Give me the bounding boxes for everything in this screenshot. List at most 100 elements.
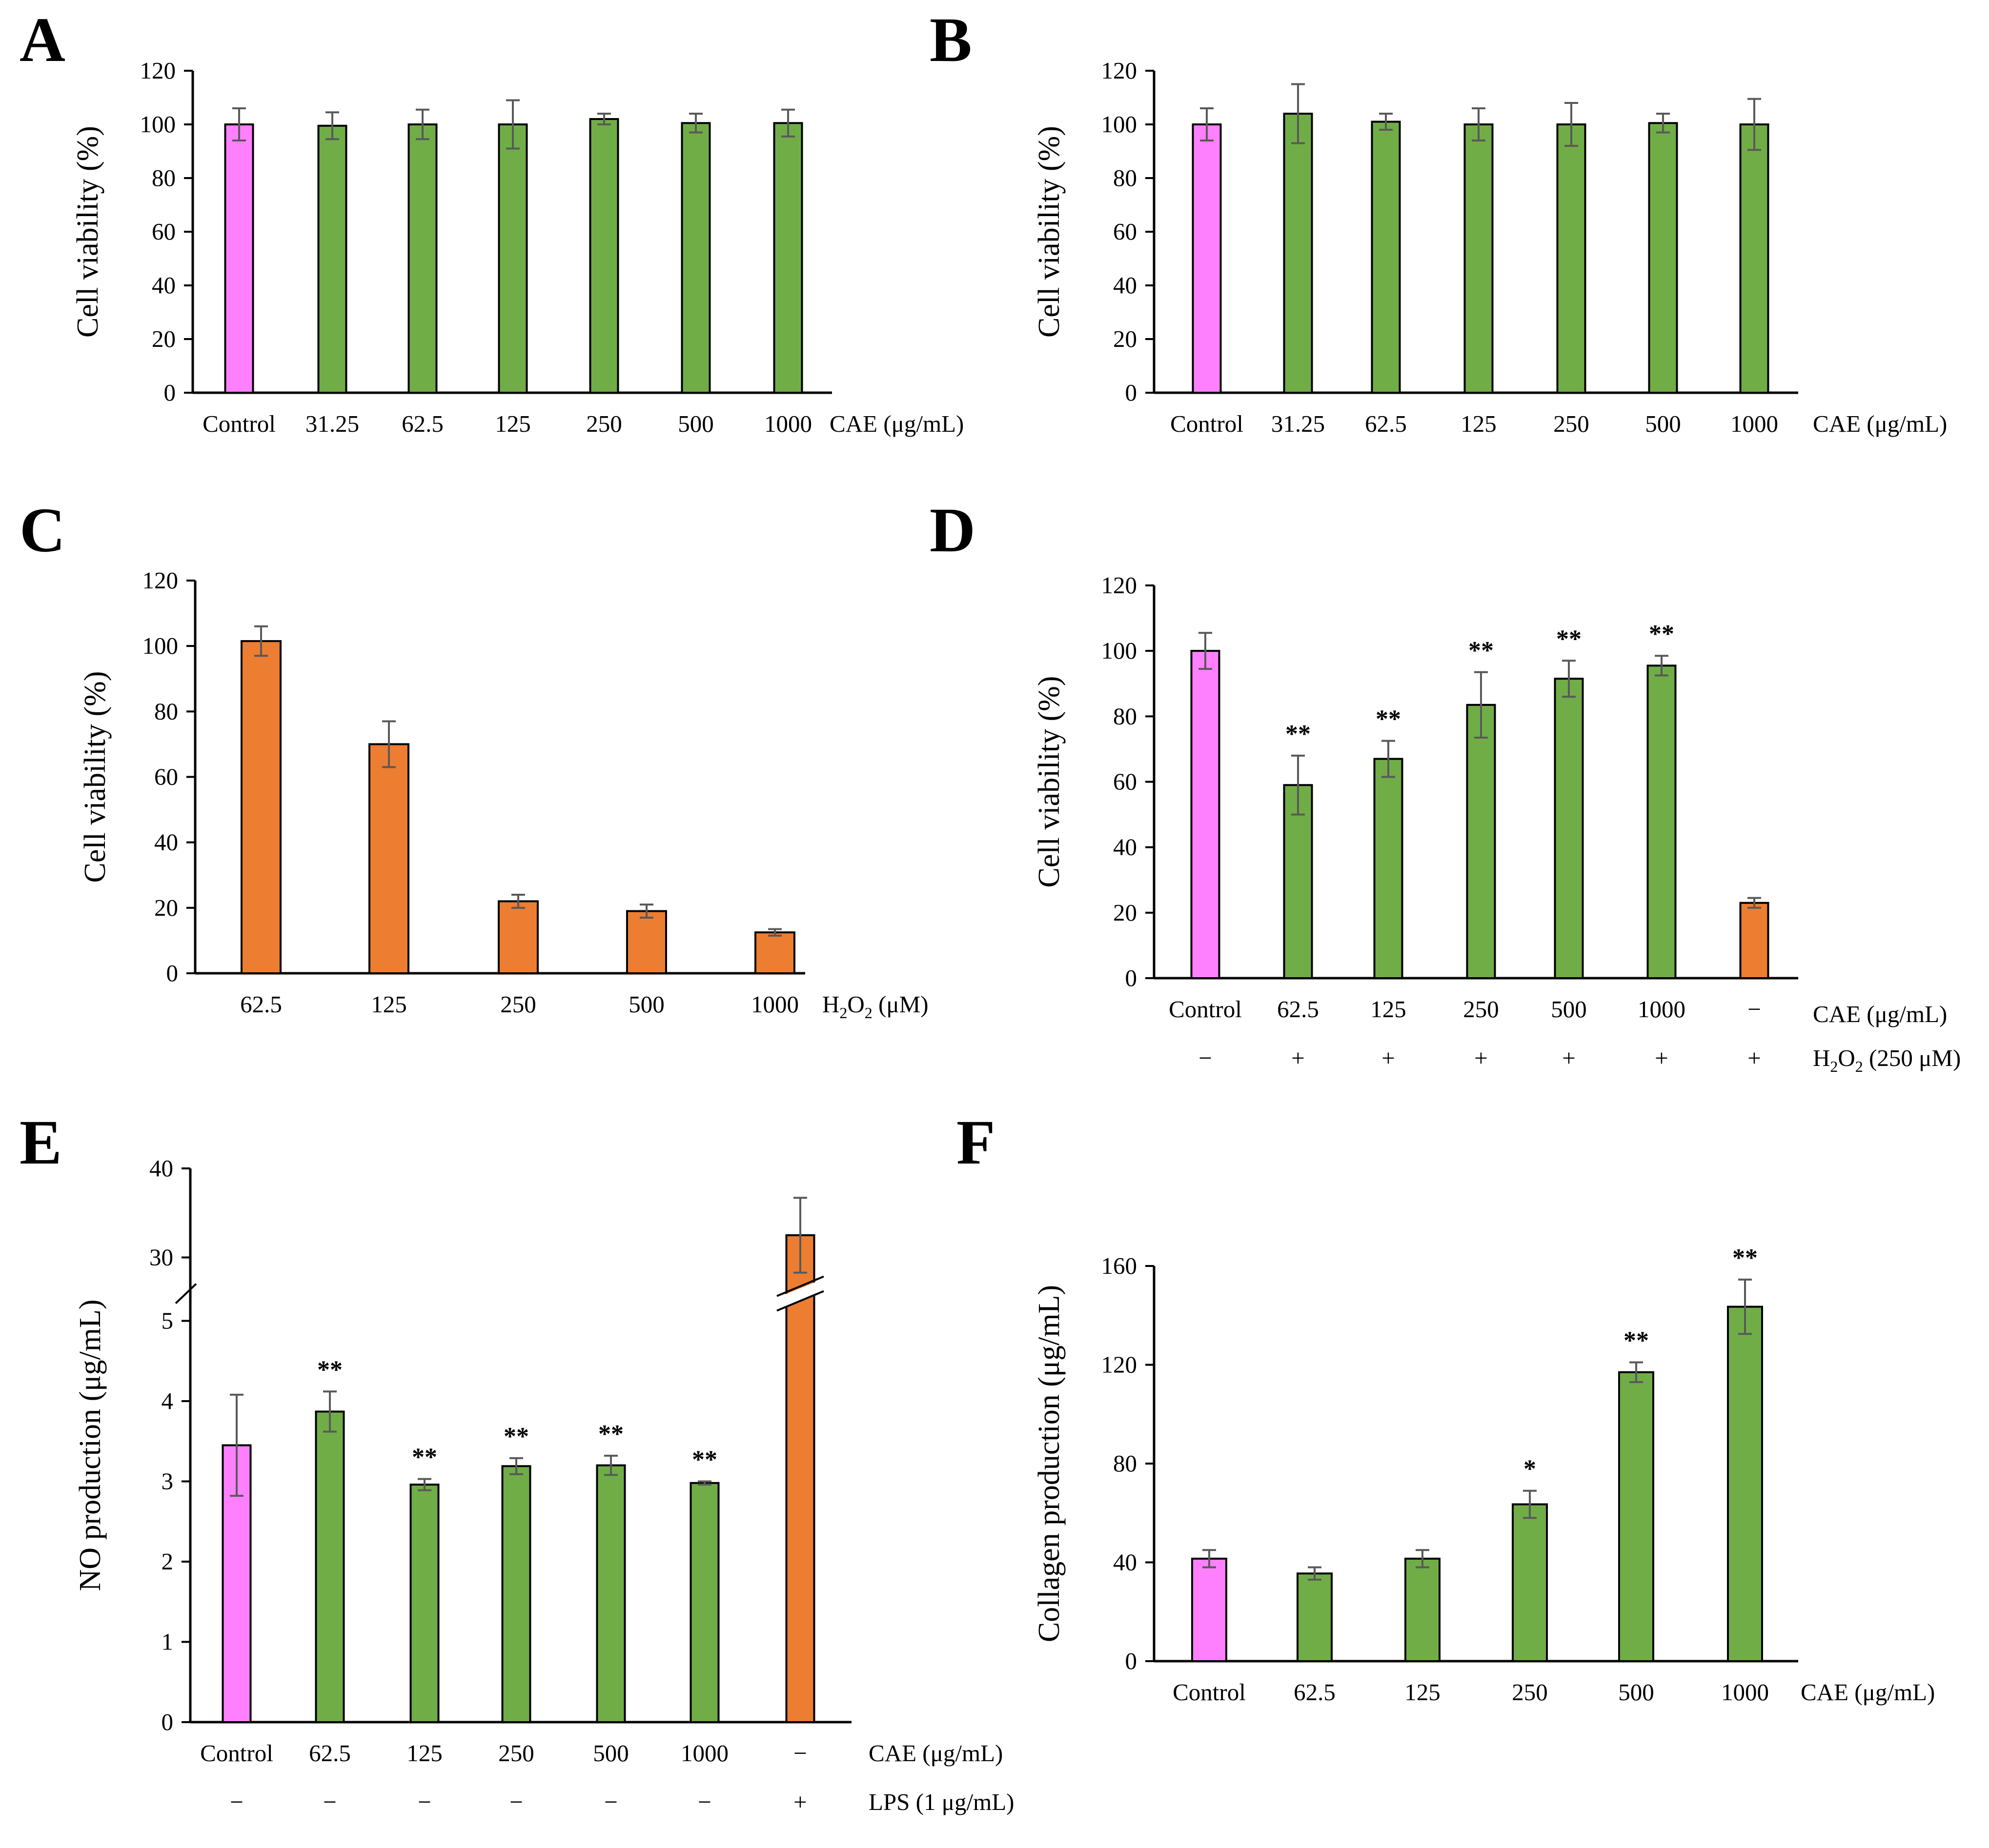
x-axis-title: CAE (μg/mL) — [869, 1740, 1003, 1767]
y-tick-label: 40 — [1113, 1549, 1137, 1576]
sign-row-title: H2O2 (250 μM) — [1813, 1045, 1961, 1075]
y-tick-label: 0 — [164, 379, 176, 406]
y-tick-label: 0 — [1125, 379, 1137, 406]
sign-label: + — [1474, 1045, 1488, 1071]
sign-label: + — [1747, 1045, 1761, 1071]
panel-label-D: D — [930, 495, 975, 565]
x-tick-label: 500 — [678, 410, 714, 437]
x-tick-label: 62.5 — [1277, 996, 1319, 1023]
axis-break-mark — [175, 1283, 197, 1304]
chart-E: E 0 1 2 3 4 5 30 40 NO production (μg/mL) Control *… — [20, 1107, 1015, 1815]
x-tick-label: 1000 — [1721, 1679, 1769, 1706]
bar — [1404, 1557, 1441, 1662]
significance-marker: ** — [1732, 1244, 1758, 1272]
x-tick-label: 125 — [495, 410, 531, 437]
x-axis-title-part: (μM) — [873, 991, 929, 1018]
bar — [626, 910, 667, 974]
y-axis-title: NO production (μg/mL) — [74, 1299, 107, 1591]
x-tick-label: 125 — [371, 991, 407, 1018]
bar — [681, 122, 711, 394]
y-tick-label: 1 — [162, 1628, 174, 1655]
x-tick-label: 250 — [1553, 410, 1589, 437]
y-tick-label: 40 — [149, 1155, 173, 1182]
x-tick-label: 1000 — [1638, 996, 1685, 1023]
bar-break-mark — [776, 1290, 824, 1312]
panel-label-E: E — [20, 1107, 62, 1178]
sign-label: + — [1655, 1045, 1668, 1071]
x-tick-label: 125 — [1370, 996, 1406, 1023]
y-axis-title: Cell viability (%) — [71, 126, 104, 338]
panel-label-C: C — [20, 495, 65, 565]
bar — [1739, 902, 1769, 980]
x-tick-label: 250 — [1463, 996, 1499, 1023]
y-tick-label: 40 — [154, 829, 178, 856]
bar — [1554, 678, 1584, 979]
x-tick-label: 250 — [586, 410, 622, 437]
x-tick-label: 62.5 — [309, 1740, 351, 1767]
y-tick-label: 2 — [162, 1548, 174, 1575]
significance-marker: ** — [412, 1444, 437, 1471]
x-tick-label: 62.5 — [1294, 1679, 1336, 1706]
bar — [1556, 123, 1586, 394]
bar — [785, 1234, 815, 1723]
sign-row-title-part: O — [1838, 1045, 1855, 1071]
bar — [754, 931, 795, 975]
x-axis-title: CAE (μg/mL) — [830, 410, 964, 437]
bar — [224, 123, 254, 394]
y-tick-label: 100 — [142, 632, 179, 659]
y-tick-label: 160 — [1101, 1252, 1137, 1279]
y-tick-label: 40 — [1113, 272, 1137, 299]
bar — [1648, 122, 1678, 394]
bar-break-gap — [782, 1281, 818, 1309]
sign-label: − — [1198, 1045, 1212, 1071]
chart-D: D 0 20 40 60 80 100 120 Cell viability (%) Contro… — [930, 495, 1961, 1075]
x-tick-label: 500 — [593, 1740, 629, 1767]
bar — [368, 743, 409, 974]
sign-label: − — [323, 1788, 337, 1815]
sign-label: − — [418, 1788, 431, 1815]
y-tick-label: 80 — [152, 164, 176, 191]
bar — [690, 1482, 720, 1723]
sign-label: + — [1291, 1045, 1305, 1071]
bar — [1192, 123, 1222, 394]
bar — [241, 640, 282, 974]
sign-row-title-part: (250 μM) — [1863, 1045, 1961, 1071]
bar — [498, 123, 528, 394]
bar — [315, 1410, 345, 1724]
significance-marker: * — [1523, 1455, 1536, 1483]
y-tick-label: 5 — [162, 1307, 174, 1334]
y-tick-label: 100 — [140, 111, 176, 138]
bar — [1371, 121, 1401, 394]
x-tick-label: 125 — [1461, 410, 1497, 437]
y-tick-label: 60 — [152, 218, 176, 245]
bar — [1283, 784, 1313, 980]
y-tick-label: 40 — [1113, 834, 1137, 861]
y-tick-label: 60 — [1113, 218, 1137, 245]
y-tick-label: 20 — [1113, 899, 1137, 926]
x-tick-label: 1000 — [1730, 410, 1778, 437]
y-tick-label: 80 — [154, 698, 178, 724]
bar-break-mark — [776, 1275, 824, 1297]
y-tick-label: 120 — [1101, 57, 1137, 84]
bar — [317, 124, 347, 394]
x-tick-label: Control — [1169, 996, 1242, 1023]
sign-label: + — [1381, 1045, 1395, 1071]
x-tick-label: Control — [203, 410, 276, 437]
y-tick-label: 80 — [1113, 164, 1137, 191]
significance-marker: ** — [1376, 705, 1401, 733]
bar — [1727, 1306, 1763, 1662]
x-tick-label: Control — [1173, 1679, 1246, 1706]
sign-row-title-part: 2 — [1830, 1058, 1838, 1075]
y-axis-title: Cell viability (%) — [79, 671, 112, 883]
chart-F: F 0 40 80 120 160 Collagen production (μg/mL) C… — [956, 1107, 1935, 1706]
y-tick-label: 120 — [1101, 1351, 1137, 1378]
significance-marker: ** — [598, 1420, 624, 1448]
x-axis-title: CAE (μg/mL) — [1813, 410, 1947, 437]
bar — [501, 1465, 531, 1723]
y-tick-label: 100 — [1101, 637, 1137, 664]
y-tick-label: 80 — [1113, 1450, 1137, 1477]
x-tick-label: 1000 — [681, 1740, 729, 1767]
bar — [1739, 123, 1769, 394]
sign-label: − — [604, 1788, 618, 1815]
